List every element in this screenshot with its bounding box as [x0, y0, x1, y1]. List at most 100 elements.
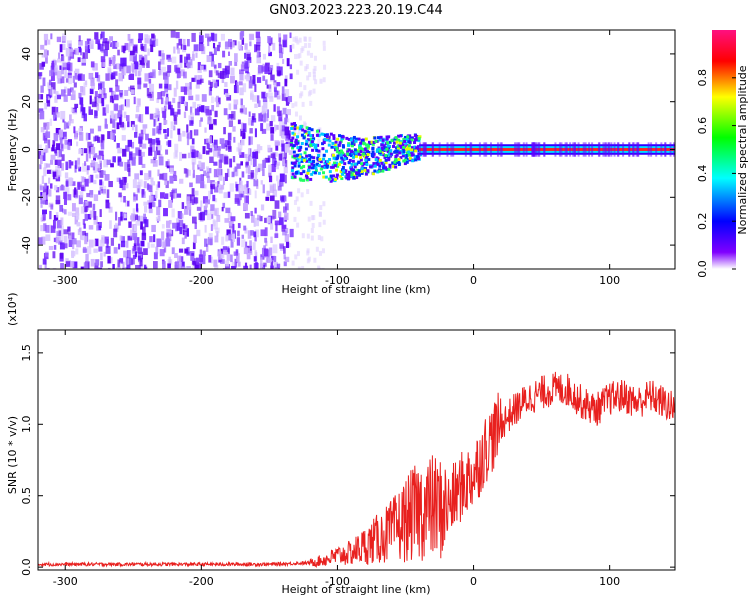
heat-cell	[335, 168, 339, 172]
heat-cell	[139, 170, 143, 176]
heat-cell	[522, 142, 525, 157]
heat-cell	[347, 138, 351, 142]
heat-cell	[483, 142, 486, 157]
heat-cell	[266, 216, 271, 224]
heat-cell	[254, 229, 259, 238]
heat-cell	[103, 88, 106, 96]
heat-cell	[93, 239, 96, 247]
heat-cell	[255, 166, 258, 175]
heat-cell	[141, 57, 145, 66]
heat-cell	[514, 142, 517, 157]
heat-cell	[286, 58, 290, 67]
heat-cell	[95, 259, 100, 266]
heat-cell	[452, 142, 455, 157]
heat-cell	[102, 59, 106, 67]
heat-cell	[380, 151, 384, 155]
heat-cell	[349, 138, 353, 142]
heat-cell	[252, 79, 256, 86]
heat-cell	[48, 189, 52, 197]
heat-cell	[184, 101, 188, 111]
heat-cell	[155, 246, 159, 254]
heat-cell	[164, 134, 168, 140]
heat-cell	[45, 55, 48, 64]
heat-cell	[218, 41, 221, 48]
heat-cell	[132, 54, 137, 62]
heat-cell	[297, 164, 301, 168]
heat-cell	[291, 166, 295, 170]
heat-cell	[256, 95, 260, 104]
heat-cell	[63, 94, 68, 102]
heat-cell	[289, 73, 293, 80]
heat-cell	[216, 102, 220, 108]
heat-cell	[51, 144, 55, 152]
heat-cell	[156, 98, 160, 104]
heat-cell	[149, 38, 153, 47]
heat-cell	[344, 154, 348, 158]
heat-cell	[257, 214, 261, 221]
heat-cell	[63, 191, 67, 200]
heat-cell	[245, 195, 250, 205]
heat-cell	[109, 95, 114, 103]
heat-cell	[112, 119, 116, 128]
heat-cell	[248, 155, 252, 162]
heat-cell	[154, 112, 158, 118]
heat-cell	[58, 233, 64, 242]
heat-cell	[291, 176, 295, 180]
heat-cell	[308, 36, 312, 42]
heat-cell	[310, 227, 314, 233]
heat-cell	[413, 156, 417, 160]
heat-cell	[218, 97, 221, 105]
heat-cell	[231, 261, 236, 269]
heat-cell	[279, 127, 282, 137]
heat-cell	[42, 213, 46, 221]
heat-cell	[148, 170, 152, 177]
heat-cell	[635, 142, 638, 157]
heat-cell	[234, 194, 240, 203]
heat-cell	[390, 139, 394, 143]
heat-cell	[138, 149, 142, 157]
heat-cell	[78, 92, 82, 99]
heat-cell	[38, 144, 42, 149]
heat-cell	[300, 142, 304, 146]
heat-cell	[312, 137, 316, 141]
heat-cell	[178, 38, 183, 46]
heat-cell	[174, 143, 179, 153]
heat-cell	[65, 261, 71, 267]
heat-cell	[226, 253, 231, 261]
heat-cell	[212, 119, 217, 125]
heat-cell	[229, 221, 234, 229]
heat-cell	[225, 145, 228, 151]
heat-cell	[47, 139, 51, 149]
heat-cell	[113, 247, 118, 254]
heat-cell	[192, 241, 196, 250]
heat-cell	[50, 72, 55, 81]
heat-cell	[119, 179, 123, 189]
heat-cell	[211, 105, 215, 112]
heat-cell	[209, 156, 214, 164]
heat-cell	[99, 179, 103, 186]
heat-cell	[234, 258, 237, 268]
heat-cell	[387, 167, 391, 171]
heat-cell	[75, 248, 79, 255]
heat-cell	[224, 140, 228, 148]
heat-cell	[176, 218, 180, 223]
heat-cell	[59, 242, 65, 250]
heat-cell	[58, 52, 61, 59]
heat-cell	[59, 65, 62, 70]
heat-cell	[284, 143, 290, 153]
heat-cell	[244, 60, 249, 69]
heat-cell	[197, 61, 201, 71]
heat-cell	[388, 140, 392, 144]
heat-cell	[230, 254, 233, 263]
heat-cell	[123, 213, 127, 219]
heat-cell	[274, 124, 279, 130]
heat-cell	[161, 107, 165, 114]
heat-cell	[42, 258, 47, 265]
heat-cell	[214, 81, 218, 89]
heat-cell	[127, 235, 133, 241]
heat-cell	[157, 145, 162, 151]
heat-cell	[348, 153, 352, 157]
heat-cell	[137, 247, 143, 254]
heat-cell	[200, 174, 205, 182]
heat-cell	[110, 110, 114, 119]
